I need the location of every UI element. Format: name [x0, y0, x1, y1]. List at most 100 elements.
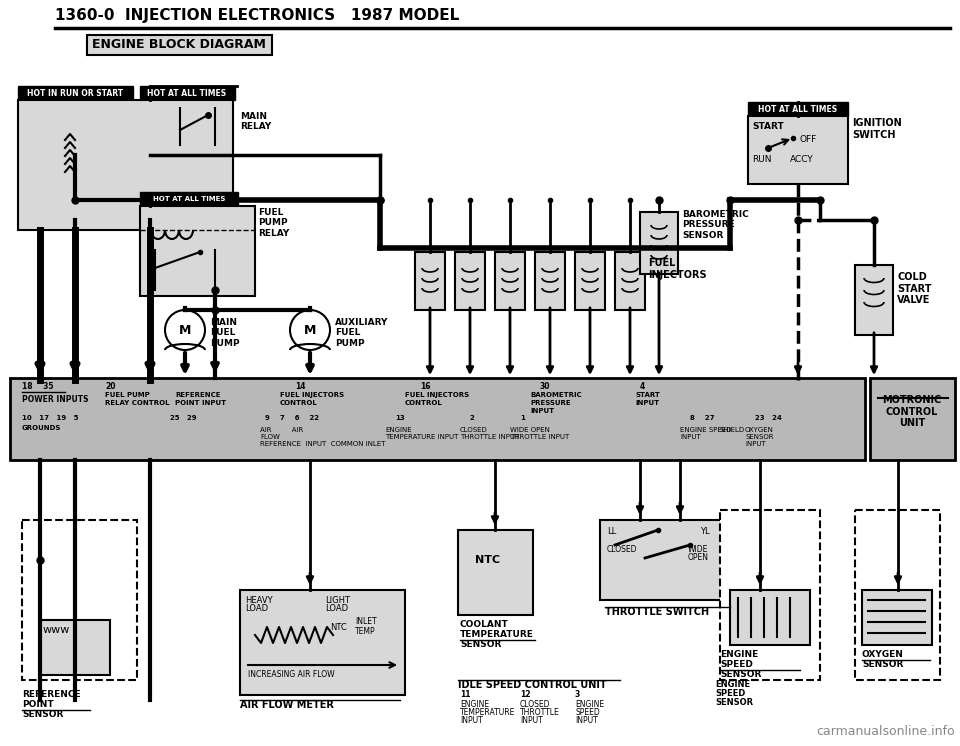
Text: ENGINE: ENGINE — [385, 427, 412, 433]
Bar — [140, 86, 235, 100]
Text: POINT: POINT — [22, 700, 54, 709]
Text: IGNITION
SWITCH: IGNITION SWITCH — [852, 118, 901, 140]
Text: COOLANT: COOLANT — [460, 620, 509, 629]
Bar — [140, 206, 255, 296]
Bar — [87, 35, 272, 55]
Text: ACCY: ACCY — [790, 155, 814, 164]
Bar — [870, 378, 955, 460]
Text: 1360-0  INJECTION ELECTRONICS   1987 MODEL: 1360-0 INJECTION ELECTRONICS 1987 MODEL — [55, 8, 459, 23]
Bar — [575, 252, 605, 310]
Text: CLOSED: CLOSED — [607, 545, 637, 554]
Text: ENGINE: ENGINE — [460, 700, 490, 709]
Text: SHIELD: SHIELD — [720, 427, 745, 433]
Bar — [40, 620, 110, 675]
Text: 3: 3 — [575, 690, 580, 699]
Bar — [855, 510, 940, 680]
Text: THROTTLE: THROTTLE — [520, 708, 560, 717]
Text: INPUT: INPUT — [530, 408, 554, 414]
Bar — [535, 252, 565, 310]
Text: HOT IN RUN OR START: HOT IN RUN OR START — [27, 89, 123, 98]
Text: INCREASING AIR FLOW: INCREASING AIR FLOW — [248, 670, 335, 679]
Text: SENSOR: SENSOR — [745, 434, 774, 440]
Text: CONTROL: CONTROL — [405, 400, 443, 406]
Text: HOT AT ALL TIMES: HOT AT ALL TIMES — [153, 196, 226, 202]
Text: POWER INPUTS: POWER INPUTS — [22, 395, 88, 404]
Text: FUEL PUMP: FUEL PUMP — [105, 392, 150, 398]
Bar — [862, 590, 932, 645]
Text: FUEL
PUMP
RELAY: FUEL PUMP RELAY — [258, 208, 289, 238]
Text: FLOW: FLOW — [260, 434, 280, 440]
Bar — [600, 520, 725, 600]
Text: 4: 4 — [640, 382, 645, 391]
Text: SPEED: SPEED — [715, 689, 745, 698]
Bar — [22, 520, 137, 680]
Bar — [10, 378, 865, 460]
Bar — [748, 116, 848, 184]
Text: INPUT: INPUT — [520, 716, 542, 725]
Text: THROTTLE SWITCH: THROTTLE SWITCH — [605, 607, 709, 617]
Text: BAROMETRIC: BAROMETRIC — [530, 392, 582, 398]
Text: START: START — [635, 392, 660, 398]
Text: SPEED: SPEED — [575, 708, 600, 717]
Text: OXYGEN: OXYGEN — [745, 427, 774, 433]
Text: START: START — [752, 122, 783, 131]
Text: ENGINE: ENGINE — [575, 700, 604, 709]
Text: COLD
START
VALVE: COLD START VALVE — [897, 272, 931, 305]
Text: FUEL INJECTORS: FUEL INJECTORS — [280, 392, 344, 398]
Text: 13: 13 — [395, 415, 405, 421]
Bar — [720, 510, 820, 680]
Text: INPUT: INPUT — [680, 434, 701, 440]
Text: 8    27: 8 27 — [690, 415, 714, 421]
Text: ENGINE: ENGINE — [720, 650, 758, 659]
Text: ENGINE: ENGINE — [715, 680, 750, 689]
Text: MOTRONIC
CONTROL
UNIT: MOTRONIC CONTROL UNIT — [882, 395, 942, 428]
Bar — [495, 252, 525, 310]
Text: GROUNDS: GROUNDS — [22, 425, 61, 431]
Text: AIR FLOW METER: AIR FLOW METER — [240, 700, 334, 710]
Text: 30: 30 — [540, 382, 550, 391]
Text: 1: 1 — [520, 415, 525, 421]
Text: SPEED: SPEED — [720, 660, 753, 669]
Bar — [748, 102, 848, 116]
Text: RUN: RUN — [752, 155, 772, 164]
Text: RELAY CONTROL: RELAY CONTROL — [105, 400, 170, 406]
Text: PRESSURE: PRESSURE — [530, 400, 570, 406]
Text: LL: LL — [607, 527, 616, 536]
Text: INPUT: INPUT — [575, 716, 598, 725]
Text: HEAVY: HEAVY — [245, 596, 273, 605]
Text: AUXILIARY
FUEL
PUMP: AUXILIARY FUEL PUMP — [335, 318, 389, 348]
Text: THROTTLE INPUT: THROTTLE INPUT — [510, 434, 569, 440]
Bar — [640, 212, 678, 274]
Text: 16: 16 — [420, 382, 430, 391]
Bar — [730, 590, 810, 645]
Text: CONTROL: CONTROL — [280, 400, 318, 406]
Text: 12: 12 — [520, 690, 531, 699]
Bar — [18, 100, 233, 230]
Text: INLET
TEMP: INLET TEMP — [355, 617, 376, 636]
Text: WIDE OPEN: WIDE OPEN — [510, 427, 550, 433]
Text: ENGINE BLOCK DIAGRAM: ENGINE BLOCK DIAGRAM — [92, 39, 266, 51]
Text: WIDE: WIDE — [688, 545, 708, 554]
Text: 20: 20 — [105, 382, 115, 391]
Bar — [458, 530, 533, 615]
Text: M: M — [179, 324, 191, 336]
Text: YL: YL — [700, 527, 709, 536]
Text: THROTTLE INPUT: THROTTLE INPUT — [460, 434, 519, 440]
Text: LOAD: LOAD — [245, 604, 268, 613]
Text: LOAD: LOAD — [325, 604, 348, 613]
Text: AIR         AIR: AIR AIR — [260, 427, 303, 433]
Text: 11: 11 — [460, 690, 470, 699]
Text: M: M — [303, 324, 316, 336]
Text: INPUT: INPUT — [635, 400, 660, 406]
Text: MAIN
RELAY: MAIN RELAY — [240, 112, 272, 131]
Text: carmanualsonline.info: carmanualsonline.info — [816, 725, 955, 738]
Bar — [615, 252, 645, 310]
Text: OFF: OFF — [800, 135, 817, 144]
Text: SENSOR: SENSOR — [862, 660, 903, 669]
Text: BAROMETRIC
PRESSURE
SENSOR: BAROMETRIC PRESSURE SENSOR — [682, 210, 749, 239]
Text: SENSOR: SENSOR — [720, 670, 761, 679]
Text: 23   24: 23 24 — [755, 415, 781, 421]
Text: FUEL INJECTORS: FUEL INJECTORS — [405, 392, 469, 398]
Text: SENSOR: SENSOR — [22, 710, 63, 719]
Text: IDLE SPEED CONTROL UNIT: IDLE SPEED CONTROL UNIT — [458, 680, 607, 690]
